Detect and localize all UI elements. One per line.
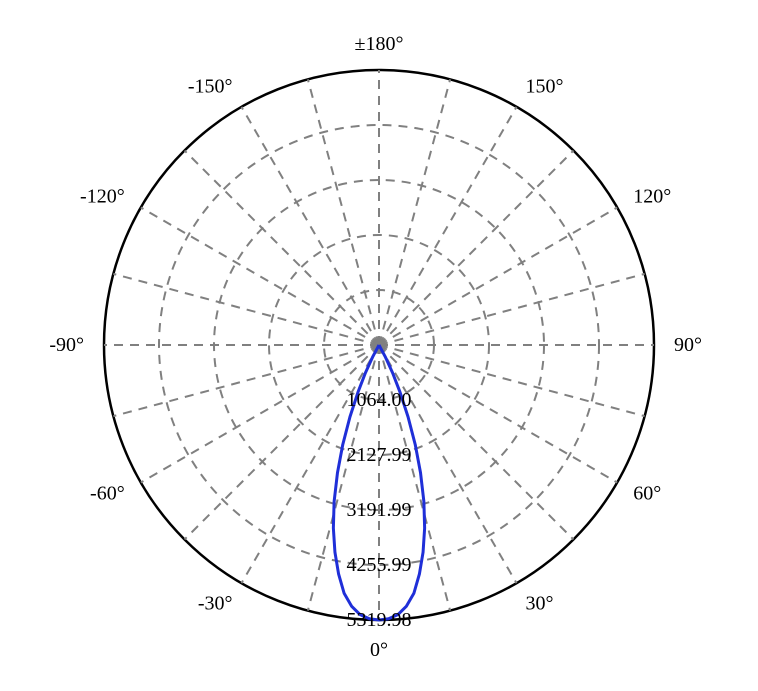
polar-chart: 1064.00 2127.99 3191.99 4255.99 5319.98 0° 30°… <box>0 0 758 691</box>
radial-tick-label: 2127.99 <box>347 444 412 466</box>
radial-tick-label: 3191.99 <box>347 499 412 521</box>
angle-label: -150° <box>188 76 233 98</box>
polar-chart-svg: 1064.00 2127.99 3191.99 4255.99 5319.98 0° 30°… <box>0 0 758 691</box>
radial-tick-label: 1064.00 <box>347 389 412 411</box>
radial-tick-label: 5319.98 <box>347 609 412 631</box>
angle-label: ±180° <box>355 33 404 55</box>
angle-label: 150° <box>526 76 564 98</box>
angle-label: 90° <box>674 334 702 356</box>
angle-label: -60° <box>90 483 125 505</box>
radial-tick-label: 4255.99 <box>347 554 412 576</box>
angle-label: 30° <box>526 592 554 614</box>
angle-label: -90° <box>49 334 84 356</box>
angle-label: -30° <box>198 592 233 614</box>
angle-label: -120° <box>80 186 125 208</box>
angle-label: 0° <box>370 639 388 661</box>
angle-label: 60° <box>633 483 661 505</box>
angle-label: 120° <box>633 186 671 208</box>
